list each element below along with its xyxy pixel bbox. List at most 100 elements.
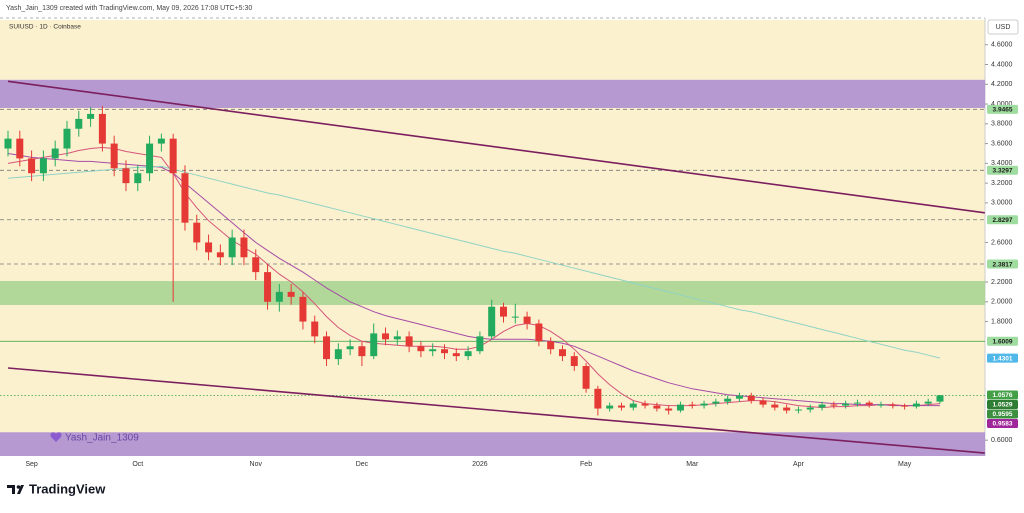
x-tick-label: Mar [686,461,699,468]
candle-body [346,346,354,350]
price-label-box [987,259,1018,269]
candle-body [28,158,36,174]
y-tick-label: 3.8000 [991,121,1013,128]
candle-body [393,336,401,340]
candle-body [582,366,590,389]
candle-body [146,143,154,174]
price-label-box [987,336,1018,346]
candle-body [594,388,602,409]
candle-body [570,356,578,367]
candle-body [665,408,673,411]
candle-body [511,316,519,318]
candle-body [75,118,83,129]
candle-body [877,404,885,406]
candle-body [924,401,932,404]
candle-body [641,403,649,406]
candle-body [535,323,543,342]
candle-body [51,148,59,159]
price-label-box [987,353,1018,363]
heart-icon [50,432,62,442]
price-label: 1.6009 [993,338,1013,345]
moving-average [7,153,940,407]
candle-body [771,404,779,408]
candle-body [806,407,814,410]
candle-body [193,222,201,243]
price-label: 1.0529 [993,402,1013,409]
candle-body [606,405,614,409]
price-label-box [987,418,1018,428]
candle-body [4,138,12,149]
y-tick-label: 3.2000 [991,180,1013,187]
price-label: 2.8297 [993,217,1013,224]
y-tick-label: 2.2000 [991,279,1013,286]
price-label: 1.4301 [993,355,1013,362]
candle-body [287,291,295,297]
x-tick-label: Nov [250,461,263,468]
candle-body [370,333,378,357]
logo-mark [7,485,24,494]
candle-body [87,113,95,119]
y-tick-label: 3.0000 [991,200,1013,207]
y-tick-label: 3.4000 [991,160,1013,167]
candle-body [39,158,47,174]
price-label: 3.3297 [993,168,1013,175]
y-tick-label: 4.0000 [991,101,1013,108]
y-tick-label: 4.2000 [991,81,1013,88]
chart-title: SUIUSD · 1D · Coinbase [9,24,81,31]
currency-box [987,19,1019,35]
candle-body [122,168,130,184]
x-tick-label: May [898,461,912,468]
price-label: 2.3817 [993,261,1013,268]
candle-body [275,291,283,302]
moving-average [7,146,941,409]
candle-body [205,242,213,253]
candle-body [98,113,106,144]
candle-body [853,402,861,404]
candle-body [441,349,449,354]
candle-body [547,341,555,350]
candle-body [16,138,24,159]
candle-body [712,401,720,404]
candle-body [311,321,319,337]
currency: USD [996,24,1011,31]
candle-body [382,333,390,340]
candle-body [216,252,224,258]
candle-body [653,405,661,409]
y-tick-label: 4.4000 [991,61,1013,68]
candle-body [747,395,755,401]
brand-logo [7,485,24,494]
price-label-box [987,215,1018,225]
y-tick-label: 4.6000 [991,42,1013,49]
price-label-box [987,165,1018,175]
watermark: Yash_Jain_1309 [65,433,139,444]
y-tick-label: 3.6000 [991,140,1013,147]
candle-body [169,138,177,174]
trendline [7,367,985,454]
candle-body [629,403,637,408]
candle-body [499,306,507,317]
price-label: 3.9465 [993,107,1013,114]
candle-body [936,395,944,402]
price-label-box [987,104,1018,114]
candle-body [240,237,248,258]
candle-body [405,336,413,347]
candle-body [181,173,189,223]
price-label-box [987,399,1018,409]
candle-body [912,403,920,407]
x-tick-label: Feb [580,461,592,468]
price-label-box [987,409,1018,419]
zone [0,432,985,456]
candle-body [488,306,496,337]
candle-body [476,336,484,352]
candle-body [759,400,767,405]
candle-body [688,404,696,406]
trendline [7,80,985,214]
y-tick-label: 2.6000 [991,239,1013,246]
header: Yash_Jain_1309 created with TradingView.… [6,5,252,12]
candle-body [299,296,307,322]
brand: TradingView [29,481,106,496]
price-label-box [987,390,1018,400]
candle-body [783,407,791,411]
y-tick-label: 0.6000 [991,437,1013,444]
